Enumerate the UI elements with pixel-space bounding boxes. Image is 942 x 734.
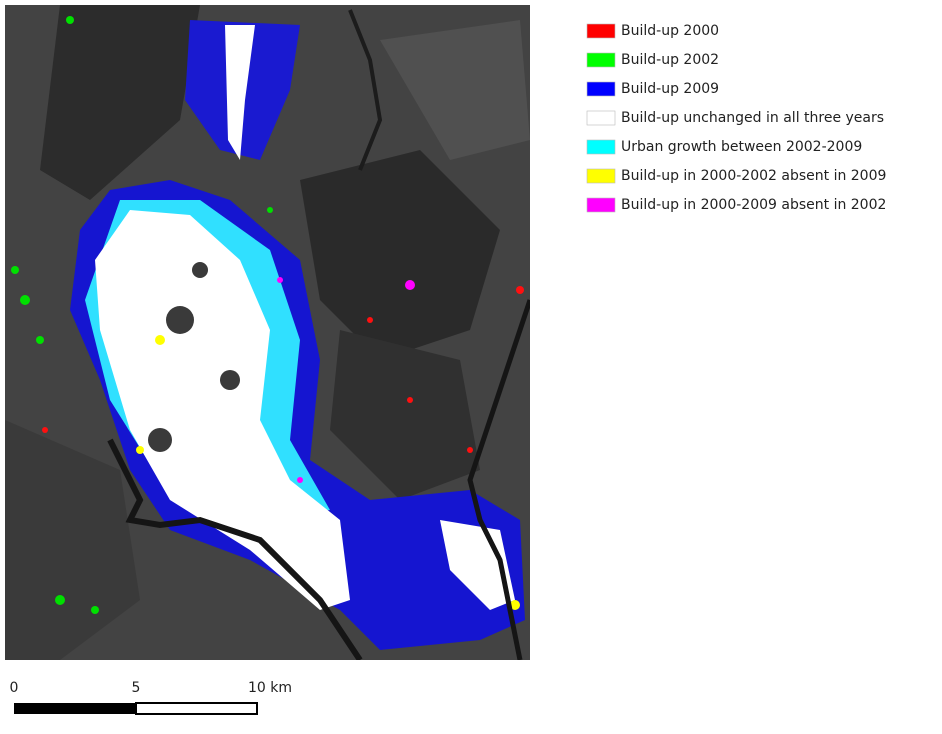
scale-bar-segment <box>14 703 136 714</box>
legend-swatch <box>586 139 616 155</box>
legend-label: Build-up in 2000-2002 absent in 2009 <box>621 168 886 184</box>
legend-label: Build-up in 2000-2009 absent in 2002 <box>621 197 886 213</box>
legend-label: Build-up unchanged in all three years <box>621 110 884 126</box>
legend-swatch <box>586 168 616 184</box>
legend-swatch <box>586 197 616 213</box>
legend-swatch <box>586 52 616 68</box>
satellite-map <box>5 5 530 660</box>
legend-swatch <box>586 110 616 126</box>
scale-label: 10 km <box>248 680 292 696</box>
legend-label: Build-up 2002 <box>621 52 719 68</box>
scale-label: 5 <box>132 680 141 696</box>
scale-label: 0 <box>10 680 19 696</box>
legend-label: Build-up 2009 <box>621 81 719 97</box>
legend: Build-up 2000 Build-up 2002 Build-up 2009 B… <box>586 23 886 213</box>
legend-swatch <box>586 81 616 97</box>
scale-bar: 0 5 10 km <box>10 680 292 715</box>
legend-label: Build-up 2000 <box>621 23 719 39</box>
legend-swatch <box>586 23 616 39</box>
scale-bar-segment <box>135 702 258 715</box>
legend-label: Urban growth between 2002-2009 <box>621 139 862 155</box>
